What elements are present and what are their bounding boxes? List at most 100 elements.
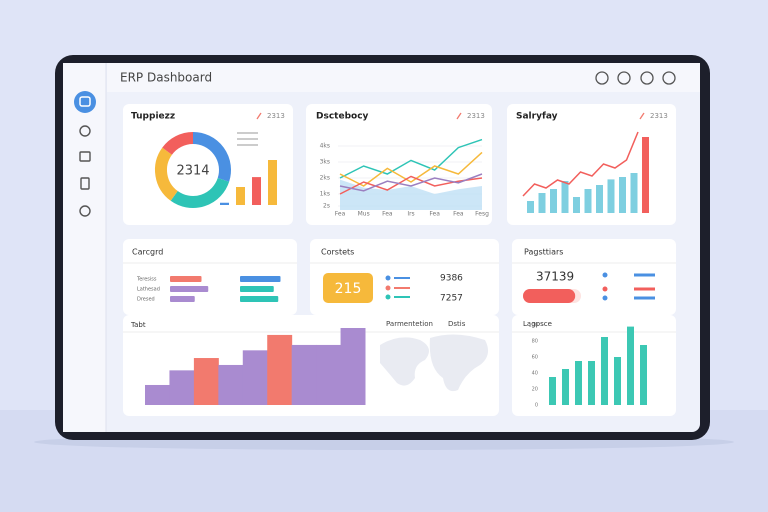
donut-segment [192, 132, 231, 182]
bar [614, 357, 621, 405]
line [522, 131, 639, 197]
header-icon[interactable] [662, 71, 676, 85]
badge-icon [456, 112, 462, 120]
app-title: ERP Dashboard [120, 71, 212, 85]
dot [385, 275, 391, 281]
donut-segment [155, 147, 179, 201]
x-tick-label: Mus [358, 211, 370, 218]
bar [607, 179, 615, 213]
line [339, 173, 483, 192]
bar [316, 344, 342, 405]
bar [218, 364, 244, 405]
nav-icon[interactable] [80, 177, 90, 190]
badge: 2313 [467, 112, 485, 120]
card-title: Corstets [321, 248, 354, 257]
bar [268, 160, 277, 205]
donut-segment [162, 132, 194, 156]
line [339, 175, 483, 195]
bar [549, 377, 556, 405]
bar [145, 384, 170, 405]
bar [236, 187, 245, 205]
bar [561, 181, 569, 213]
dot [602, 272, 608, 278]
map-continent [380, 337, 429, 386]
map [380, 334, 489, 392]
nav-icon[interactable] [79, 205, 91, 217]
bar [601, 337, 608, 405]
bar [596, 185, 603, 213]
header-icon[interactable] [640, 71, 654, 85]
bar [642, 137, 649, 213]
x-tick-label: Fea [429, 211, 440, 218]
badge: 2313 [650, 112, 668, 120]
x-tick-label: Fea [453, 211, 464, 218]
bar [291, 344, 317, 405]
badge-icon [639, 112, 645, 120]
nav-icon[interactable] [79, 125, 91, 137]
stat-item: 7257 [440, 294, 463, 304]
y-tick-label: 1ks [320, 191, 330, 198]
line [339, 138, 483, 179]
row-label: Lathesad [137, 287, 160, 293]
badge-icon [256, 112, 262, 120]
card-title: Carcgrd [132, 248, 163, 257]
x-tick-label: Fea [335, 211, 346, 218]
row-label: Teresiss [136, 277, 157, 283]
card-title: Lagpsce [523, 320, 552, 328]
stat-box [323, 273, 373, 303]
bar [575, 361, 582, 405]
map-continent [429, 334, 489, 392]
x-tick-label: Fea [382, 211, 393, 218]
bar [584, 189, 592, 213]
stat-value: 37139 [536, 270, 574, 284]
header-icon[interactable] [595, 71, 609, 85]
y-tick-label: 0 [535, 403, 538, 409]
bar [252, 177, 261, 205]
donut-segment [170, 177, 230, 208]
progress-bar [170, 276, 202, 282]
bar [193, 358, 219, 405]
bar [267, 334, 293, 405]
line [339, 151, 483, 187]
card-title: Salryfay [516, 112, 558, 122]
progress-bar [240, 276, 281, 282]
y-tick-label: 2ks [320, 175, 330, 182]
stat-value: 215 [335, 281, 362, 297]
progress-bar [170, 286, 209, 292]
bar [627, 326, 634, 405]
progress-bar [240, 286, 274, 292]
bar [562, 369, 569, 405]
bar [619, 177, 626, 213]
bar [588, 361, 595, 405]
nav-icon[interactable] [79, 151, 91, 162]
donut-center: 2314 [176, 164, 209, 179]
dot [602, 286, 608, 292]
bar [640, 345, 647, 405]
y-tick-label: 100 [528, 323, 538, 329]
nav-icon-active[interactable] [74, 91, 96, 113]
row-label: Dresed [137, 297, 155, 303]
dot [385, 285, 391, 291]
bar [340, 328, 366, 405]
card-title: Tabt [130, 321, 146, 329]
dot [385, 294, 391, 300]
header-icon[interactable] [617, 71, 631, 85]
y-tick-label: 4ks [320, 143, 330, 150]
bar [630, 173, 638, 213]
x-tick-label: Irs [407, 211, 414, 218]
y-tick-label: 60 [532, 355, 538, 361]
card-title: Dsctebocy [316, 112, 369, 122]
bar [242, 350, 268, 405]
bar [169, 370, 195, 405]
stat-item: 9386 [440, 274, 463, 284]
progress-bar [170, 296, 195, 302]
y-tick-label: 20 [532, 387, 538, 393]
bar [220, 202, 229, 205]
bar [550, 189, 557, 213]
area [340, 179, 482, 210]
badge: 2313 [267, 112, 285, 120]
bar [538, 193, 546, 213]
sidebar [63, 63, 106, 432]
bar [527, 201, 534, 213]
